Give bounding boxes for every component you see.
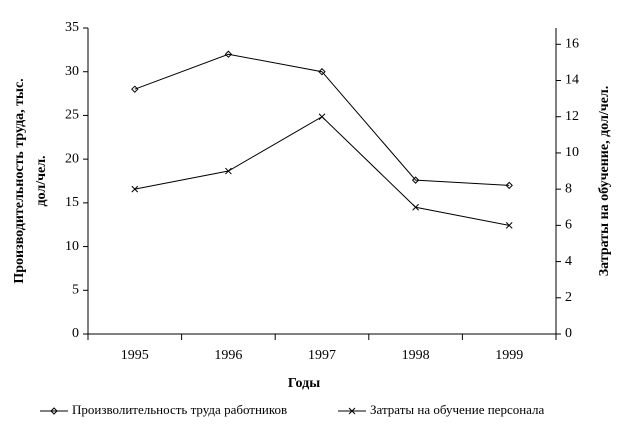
y2-tick-label: 10 [565,145,579,160]
point-marker [224,50,233,58]
y-tick-label: 15 [65,195,79,210]
point-marker [318,68,326,76]
y-tick-label: 10 [65,239,79,254]
y-tick-label: 35 [65,20,79,35]
legend-marker [348,407,356,415]
point-marker [411,176,420,184]
y2-tick-label: 8 [565,181,572,196]
y-tick-label: 0 [72,326,79,341]
x-axis-title: Годы [288,376,320,391]
x-tick-label: 1995 [121,348,149,363]
y2-axis-title: Затраты на обучение, дол/чел. [597,86,612,276]
y2-tick-label: 16 [565,37,579,52]
point-marker [225,167,232,175]
y2-tick-label: 14 [565,73,579,88]
legend-label: Произволительность труда работников [72,402,287,417]
y-axis-title: дол/чел. [34,155,49,206]
point-marker [505,181,513,190]
point-marker [505,222,513,229]
legend-marker [50,407,58,415]
y-tick-label: 5 [72,283,79,298]
point-marker [318,113,326,121]
y-tick-label: 20 [65,151,79,166]
y2-tick-label: 4 [565,254,572,269]
y2-tick-label: 12 [565,109,579,124]
point-marker [412,203,419,211]
y-tick-label: 30 [65,64,79,79]
y-tick-label: 25 [65,108,79,123]
x-tick-label: 1998 [402,348,430,363]
point-marker [131,85,139,93]
series-line [134,53,510,186]
y2-tick-label: 0 [565,326,572,341]
series-line [134,116,510,226]
legend-label: Затраты на обучение персонала [370,402,545,417]
x-tick-label: 1999 [495,348,523,363]
y-axis-title: Производительность труда, тыс. [12,78,27,283]
point-marker [131,185,139,193]
y2-tick-label: 2 [565,290,572,305]
y2-tick-label: 6 [565,218,572,233]
x-tick-label: 1996 [214,348,242,363]
x-tick-label: 1997 [308,348,336,363]
